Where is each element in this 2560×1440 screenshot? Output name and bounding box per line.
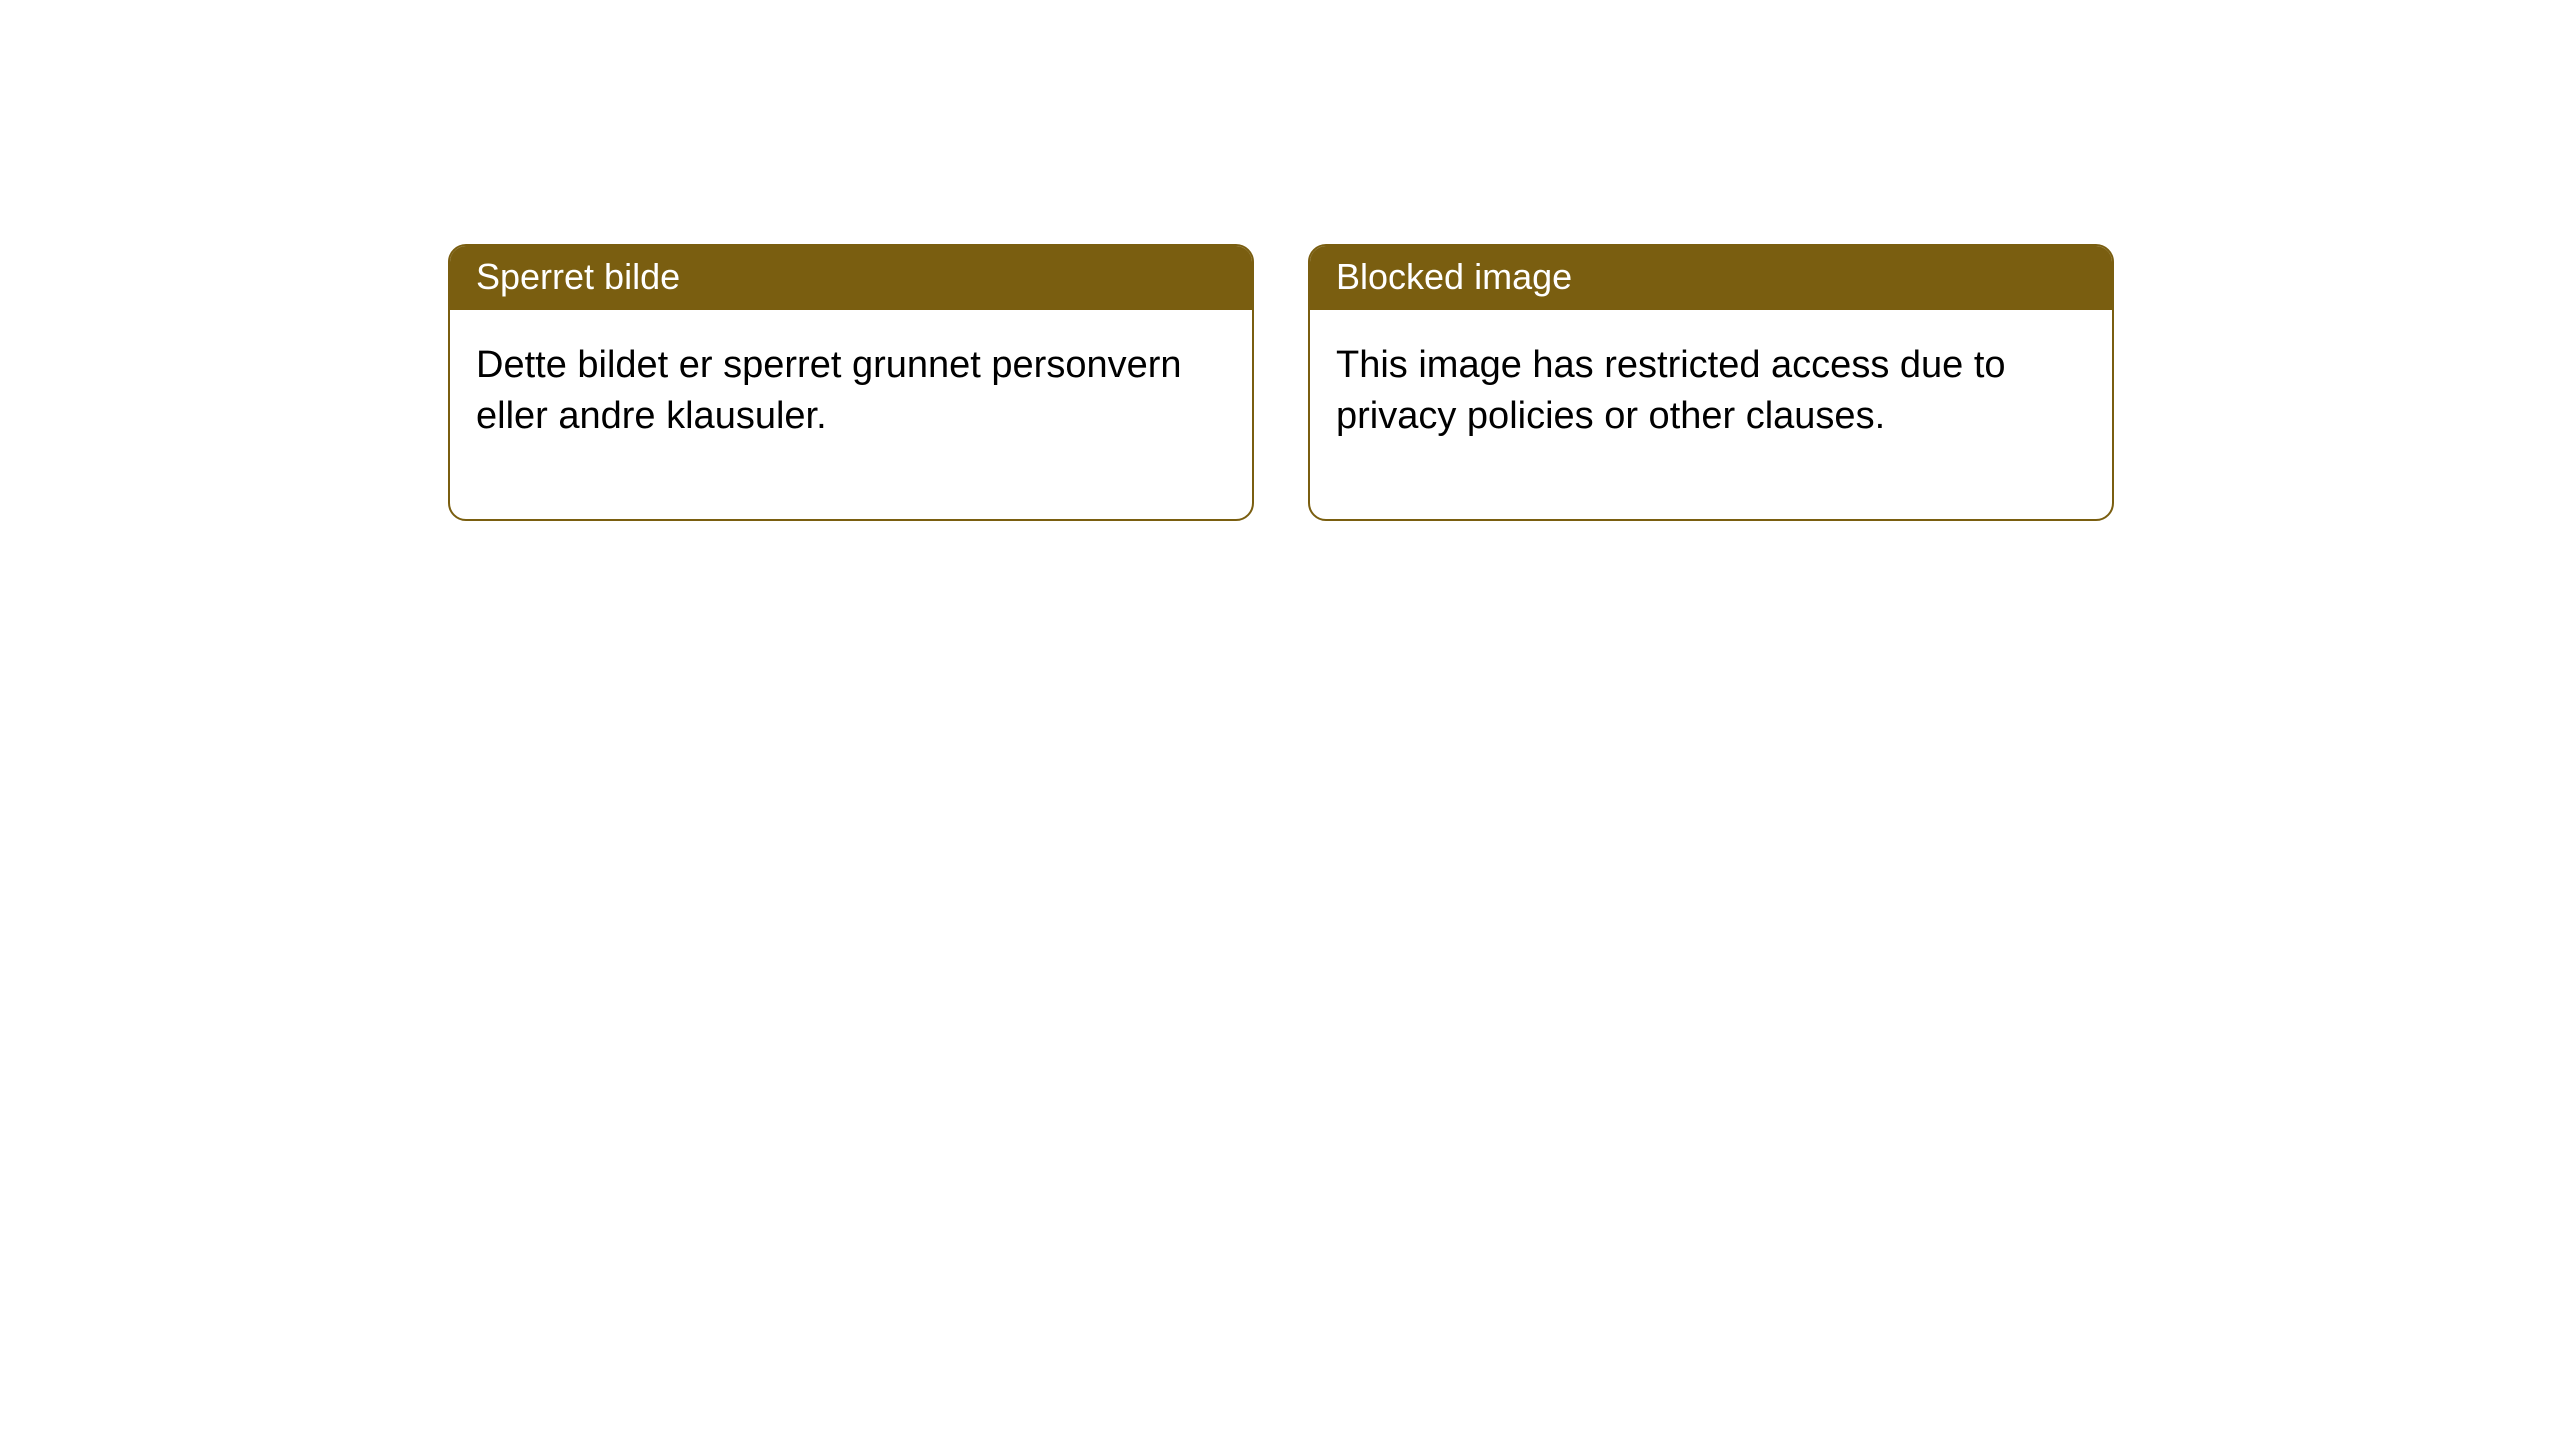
notice-body-norwegian: Dette bildet er sperret grunnet personve… bbox=[450, 310, 1252, 519]
notice-title-norwegian: Sperret bilde bbox=[450, 246, 1252, 310]
notice-card-english: Blocked image This image has restricted … bbox=[1308, 244, 2114, 521]
notice-body-english: This image has restricted access due to … bbox=[1310, 310, 2112, 519]
notice-card-norwegian: Sperret bilde Dette bildet er sperret gr… bbox=[448, 244, 1254, 521]
notice-title-english: Blocked image bbox=[1310, 246, 2112, 310]
notice-container: Sperret bilde Dette bildet er sperret gr… bbox=[448, 244, 2114, 521]
